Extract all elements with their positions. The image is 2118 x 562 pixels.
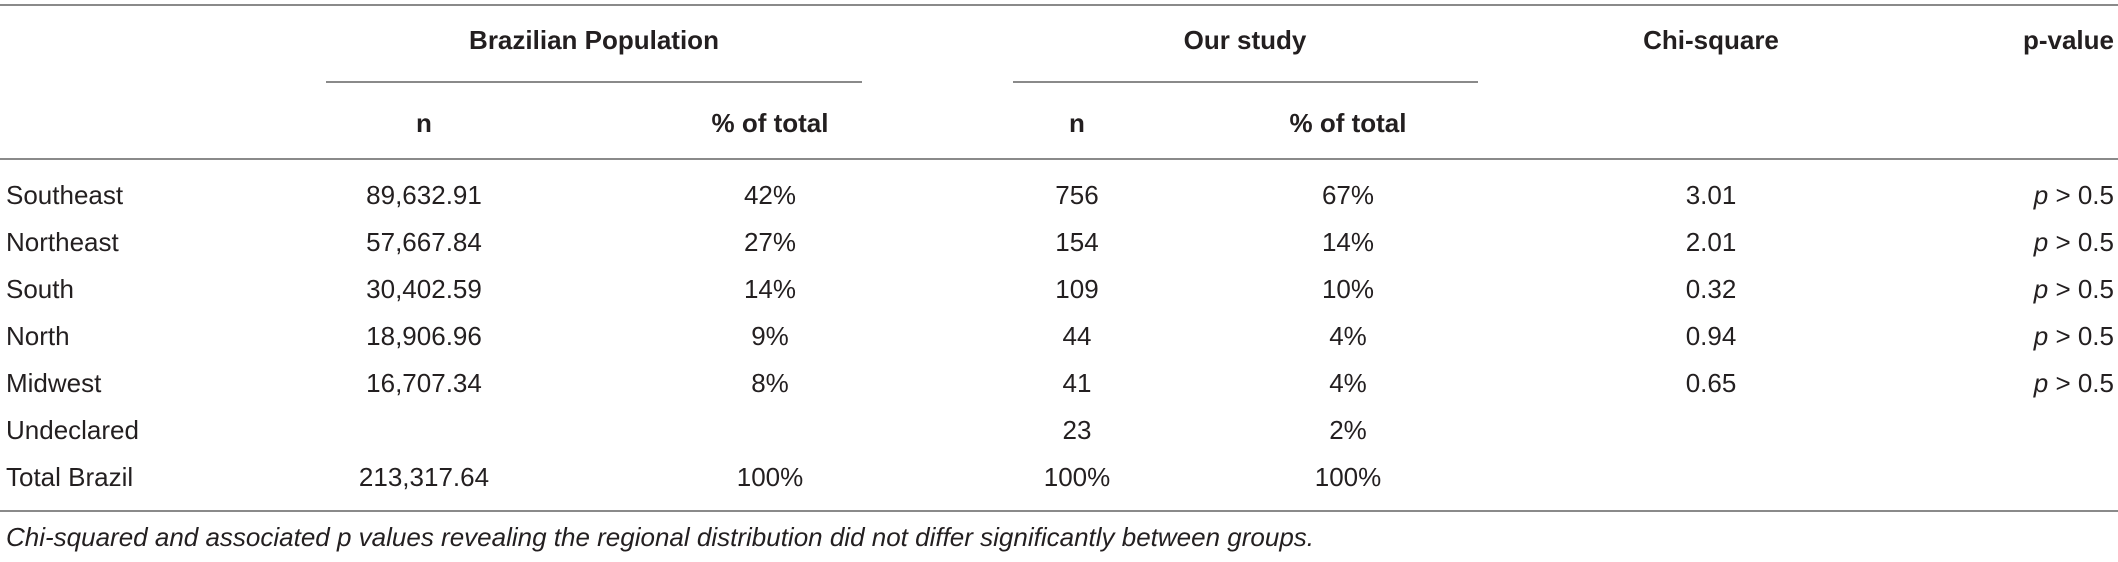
- p-comparison: > 0.5: [2055, 180, 2114, 210]
- p-comparison: > 0.5: [2055, 227, 2114, 257]
- bp-n-cell: 213,317.64: [358, 462, 490, 492]
- os-pct-cell: 14%: [1321, 227, 1375, 257]
- os-n-cell: 756: [1055, 180, 1099, 210]
- os-n-cell: 100%: [1043, 462, 1111, 492]
- chi-cell: 0.94: [1685, 321, 1737, 351]
- p-comparison: > 0.5: [2055, 368, 2114, 398]
- bp-n-cell: 18,906.96: [366, 321, 482, 351]
- os-pct-cell: 4%: [1329, 321, 1367, 351]
- header-os-pct: % of total: [1289, 108, 1407, 138]
- bp-n-cell: 30,402.59: [366, 274, 482, 304]
- header-p-value: p-value: [2022, 25, 2114, 55]
- group1-underline: [326, 81, 862, 83]
- chi-cell: 0.65: [1685, 368, 1737, 398]
- p-comparison: > 0.5: [2055, 321, 2114, 351]
- group2-underline: [1013, 81, 1478, 83]
- region-cell: Midwest: [6, 368, 102, 398]
- p-value-cell: p > 0.5: [2034, 321, 2114, 351]
- bp-n-cell: 89,632.91: [366, 180, 482, 210]
- os-pct-cell: 2%: [1329, 415, 1367, 445]
- header-brazilian-population: Brazilian Population: [469, 25, 719, 55]
- bp-pct-cell: 9%: [751, 321, 789, 351]
- p-comparison: > 0.5: [2055, 274, 2114, 304]
- bp-pct-cell: 8%: [751, 368, 789, 398]
- p-symbol: p: [2033, 227, 2049, 257]
- table-top-rule: [0, 4, 2118, 6]
- os-pct-cell: 67%: [1321, 180, 1375, 210]
- header-os-n: n: [1069, 108, 1085, 138]
- bp-pct-cell: 27%: [743, 227, 797, 257]
- p-symbol: p: [2033, 368, 2049, 398]
- bp-pct-cell: 100%: [736, 462, 804, 492]
- p-value-cell: p > 0.5: [2034, 180, 2114, 210]
- os-n-cell: 109: [1055, 274, 1099, 304]
- region-cell: Undeclared: [6, 415, 139, 445]
- header-bp-n: n: [416, 108, 432, 138]
- region-cell: Northeast: [6, 227, 119, 257]
- p-value-cell: p > 0.5: [2034, 368, 2114, 398]
- p-symbol: p: [2033, 180, 2049, 210]
- header-bottom-rule: [0, 158, 2118, 160]
- os-pct-cell: 4%: [1329, 368, 1367, 398]
- chi-cell: 0.32: [1685, 274, 1737, 304]
- region-cell: Southeast: [6, 180, 124, 210]
- os-pct-cell: 10%: [1321, 274, 1375, 304]
- header-our-study: Our study: [1183, 25, 1307, 55]
- region-cell: Total Brazil: [6, 462, 134, 492]
- table-footnote: Chi-squared and associated p values reve…: [6, 522, 1315, 552]
- table-bottom-rule: [0, 510, 2118, 512]
- p-value-cell: p > 0.5: [2034, 227, 2114, 257]
- bp-n-cell: 57,667.84: [366, 227, 482, 257]
- chi-cell: 2.01: [1685, 227, 1737, 257]
- chi-cell: 3.01: [1685, 180, 1737, 210]
- os-n-cell: 44: [1062, 321, 1092, 351]
- p-symbol: p: [2033, 274, 2049, 304]
- region-cell: North: [6, 321, 70, 351]
- bp-pct-cell: 14%: [743, 274, 797, 304]
- region-cell: South: [6, 274, 74, 304]
- header-bp-pct: % of total: [711, 108, 829, 138]
- p-symbol: p: [2033, 321, 2049, 351]
- os-n-cell: 23: [1062, 415, 1092, 445]
- bp-pct-cell: 42%: [743, 180, 797, 210]
- p-value-cell: p > 0.5: [2034, 274, 2114, 304]
- bp-n-cell: 16,707.34: [366, 368, 482, 398]
- os-pct-cell: 100%: [1314, 462, 1382, 492]
- header-chi-square: Chi-square: [1643, 25, 1779, 55]
- os-n-cell: 154: [1055, 227, 1099, 257]
- os-n-cell: 41: [1062, 368, 1092, 398]
